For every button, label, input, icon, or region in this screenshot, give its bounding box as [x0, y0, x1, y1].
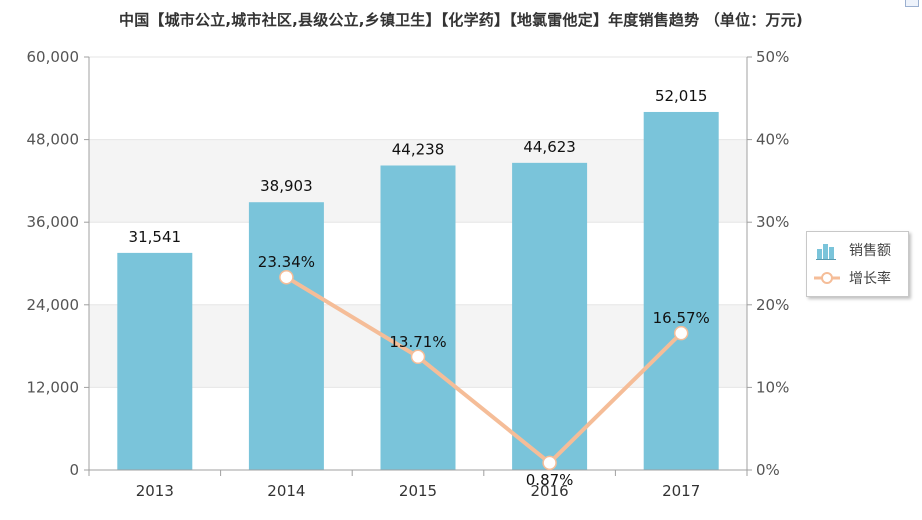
bar-value-labels: 31,541 38,903 44,238 44,623 52,015	[129, 87, 708, 246]
bar-value-label: 31,541	[129, 228, 182, 246]
bar-2013[interactable]	[117, 252, 193, 470]
y-right-tick-label: 0%	[756, 461, 780, 479]
line-value-labels: 23.34% 13.71% 0.87% 16.57%	[258, 253, 710, 489]
y-axis-right-ticks: 0% 10% 20% 30% 40% 50%	[756, 48, 789, 479]
y-right-tick-label: 30%	[756, 213, 789, 231]
bar-2015[interactable]	[380, 165, 456, 470]
axes	[84, 56, 752, 476]
bar-2017[interactable]	[643, 111, 719, 471]
bar-value-label: 38,903	[260, 177, 313, 195]
y-left-tick-label: 48,000	[27, 131, 80, 149]
chart-title: 中国【城市公立,城市社区,县级公立,乡镇卫生】【化学药】【地氯雷他定】年度销售趋…	[119, 11, 803, 29]
y-left-tick-label: 36,000	[27, 213, 80, 231]
legend-item-line[interactable]: 增长率	[813, 266, 891, 290]
legend-label-line: 增长率	[849, 271, 891, 287]
bar-chart-icon	[816, 244, 836, 260]
x-tick-label: 2013	[136, 482, 174, 500]
y-left-tick-label: 12,000	[27, 378, 80, 396]
x-axis-ticks: 2013 2014 2015 2016 2017	[136, 482, 701, 500]
line-marker-icon	[814, 272, 840, 284]
growth-value-label: 13.71%	[389, 333, 446, 351]
bar-2014[interactable]	[248, 202, 324, 470]
y-axis-left-ticks: 0 12,000 24,000 36,000 48,000 60,000	[27, 48, 80, 479]
bar-series	[117, 111, 719, 471]
x-tick-label: 2016	[531, 482, 569, 500]
y-right-tick-label: 10%	[756, 378, 789, 396]
y-right-tick-label: 50%	[756, 48, 789, 66]
y-left-tick-label: 0	[69, 461, 79, 479]
growth-value-label: 16.57%	[653, 309, 710, 327]
bar-value-label: 44,623	[523, 138, 576, 156]
growth-line	[285, 275, 683, 465]
corner-expand-icon[interactable]	[905, 0, 919, 7]
growth-point-2014[interactable]	[279, 269, 294, 285]
growth-value-label: 0.87%	[526, 471, 574, 489]
growth-point-2015[interactable]	[410, 349, 426, 365]
y-left-tick-label: 60,000	[27, 48, 80, 66]
growth-value-label: 23.34%	[258, 253, 315, 271]
legend: 销售额 增长率	[806, 231, 909, 297]
line-series	[279, 269, 689, 471]
bar-value-label: 52,015	[655, 87, 708, 105]
y-right-tick-label: 20%	[756, 296, 789, 314]
legend-item-bar[interactable]: 销售额	[813, 238, 891, 262]
bar-2016[interactable]	[512, 162, 588, 470]
growth-point-2016[interactable]	[542, 455, 557, 471]
legend-label-bar: 销售额	[849, 243, 891, 259]
x-tick-label: 2015	[399, 482, 437, 500]
x-tick-label: 2014	[267, 482, 305, 500]
x-tick-label: 2017	[662, 482, 700, 500]
bar-value-label: 44,238	[392, 140, 445, 158]
y-right-tick-label: 40%	[756, 131, 789, 149]
y-left-tick-label: 24,000	[27, 296, 80, 314]
growth-point-2017[interactable]	[673, 325, 689, 341]
